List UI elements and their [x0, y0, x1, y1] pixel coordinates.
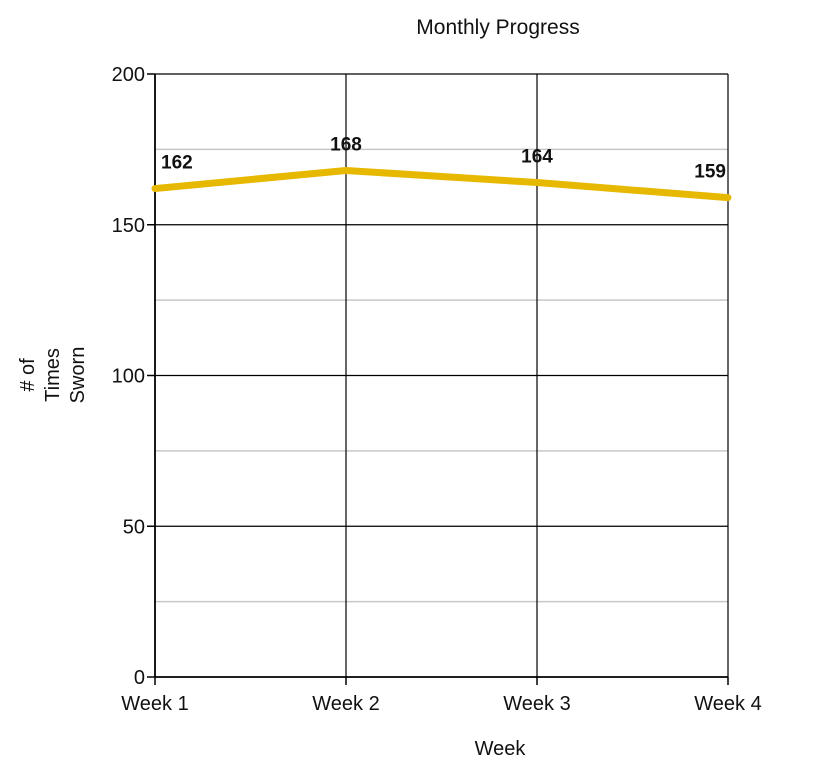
- data-label-2: 168: [330, 134, 362, 155]
- data-point-1: [152, 185, 158, 192]
- y-tick-label-100: 100: [112, 366, 145, 388]
- data-label-3: 164: [521, 147, 553, 168]
- minor-gridlines: [155, 148, 728, 603]
- y-tick-labels: 0 50 100 150 200: [112, 64, 155, 689]
- y-axis-title: # of Times Sworn: [17, 347, 89, 404]
- vertical-gridlines: [345, 74, 729, 677]
- x-tick-label-2: Week 2: [312, 693, 379, 715]
- y-tick-label-0: 0: [134, 667, 145, 689]
- data-point-4: [725, 194, 731, 201]
- y-axis-title-line-3: Sworn: [67, 347, 89, 404]
- series-group: [151, 166, 732, 202]
- series-line-1: [151, 166, 732, 202]
- x-tick-label-1: Week 1: [121, 693, 188, 715]
- y-tick-label-150: 150: [112, 215, 145, 237]
- x-tick-labels: Week 1 Week 2 Week 3 Week 4: [121, 677, 762, 715]
- x-tick-label-3: Week 3: [503, 693, 570, 715]
- data-point-2: [343, 167, 349, 174]
- data-label-4: 159: [694, 162, 726, 183]
- y-axis-title-line-2: Times: [42, 348, 64, 402]
- y-tick-label-200: 200: [112, 64, 145, 86]
- data-point-3: [534, 179, 540, 186]
- data-labels: 162 168 164 159: [161, 134, 726, 182]
- chart-title: Monthly Progress: [416, 16, 579, 39]
- y-tick-label-50: 50: [123, 516, 145, 538]
- data-label-1: 162: [161, 153, 193, 174]
- y-axis-title-line-1: # of: [17, 358, 39, 392]
- x-axis-title: Week: [475, 738, 527, 760]
- x-tick-label-4: Week 4: [694, 693, 761, 715]
- major-gridlines: [155, 73, 728, 527]
